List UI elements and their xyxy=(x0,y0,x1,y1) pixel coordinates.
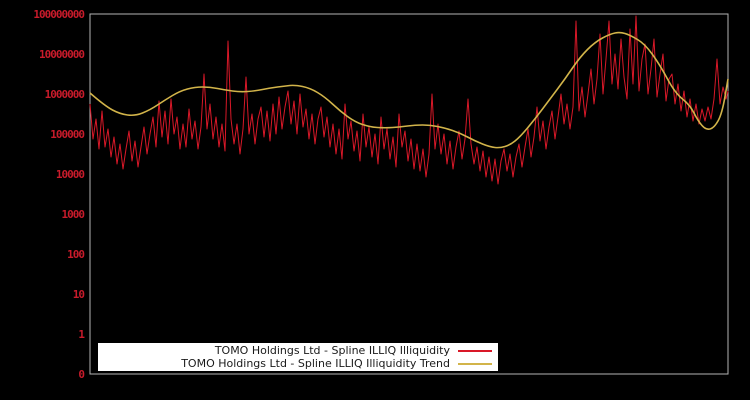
y-axis-tick-label: 1000 xyxy=(61,208,86,221)
illiquidity-trend-line xyxy=(89,31,729,149)
legend-entry-label: TOMO Holdings Ltd - Spline ILLIQ Illiqui… xyxy=(214,344,450,357)
legend-illiquidity-line-swatch xyxy=(458,349,492,352)
legend-entry-label: TOMO Holdings Ltd - Spline ILLIQ Illiqui… xyxy=(181,357,450,370)
legend-entry: TOMO Holdings Ltd - Spline ILLIQ Illiqui… xyxy=(98,344,498,357)
y-axis-tick-label: 10000 xyxy=(55,168,85,181)
y-axis-tick-label: 10000000 xyxy=(39,48,85,61)
legend-entry: TOMO Holdings Ltd - Spline ILLIQ Illiqui… xyxy=(98,357,498,370)
y-axis-tick-label: 0 xyxy=(78,368,85,381)
y-axis-tick-label: 1000000 xyxy=(44,88,85,101)
y-axis-tick-label: 100000 xyxy=(50,128,85,141)
y-axis-tick-label: 100000000 xyxy=(33,8,85,21)
legend: TOMO Holdings Ltd - Spline ILLIQ Illiqui… xyxy=(98,343,498,371)
plot-frame xyxy=(89,13,729,375)
legend-trend-line-swatch xyxy=(458,362,492,365)
y-axis-tick-label: 1 xyxy=(78,328,85,341)
y-axis-tick-label: 100 xyxy=(67,248,85,261)
illiquidity-line xyxy=(89,15,729,185)
y-axis-tick-label: 10 xyxy=(72,288,85,301)
